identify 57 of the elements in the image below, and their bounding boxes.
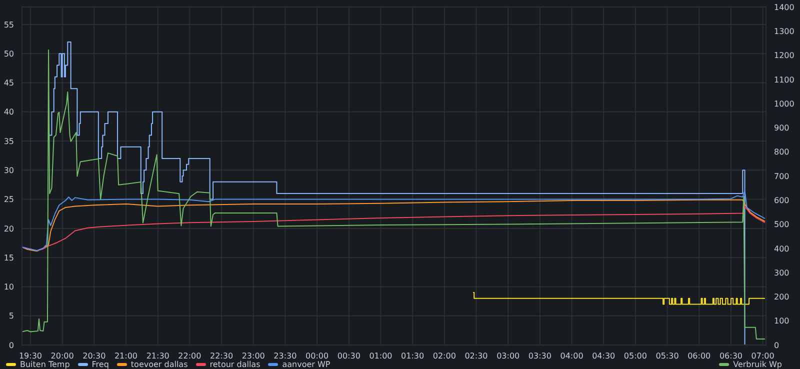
y-tick-label: 25	[4, 195, 14, 204]
y-tick-label: 30	[4, 166, 14, 176]
legend-label: Freq	[90, 360, 109, 369]
y2-tick-label: 600	[774, 196, 790, 205]
x-tick-label: 04:00	[560, 352, 584, 361]
legend-label: retour dallas	[208, 360, 260, 369]
y2-tick-label: 300	[774, 268, 790, 278]
x-tick-label: 23:30	[274, 352, 297, 361]
y-tick-label: 5	[8, 312, 14, 321]
x-tick-label: 07:00	[751, 352, 774, 361]
y2-tick-label: 200	[774, 292, 790, 302]
y-tick-label: 0	[8, 340, 14, 350]
x-tick-label: 21:00	[114, 352, 138, 361]
y2-tick-label: 400	[774, 244, 790, 254]
y2-tick-label: 1100	[774, 75, 794, 84]
y-tick-label: 20	[4, 224, 14, 234]
x-tick-label: 21:30	[146, 352, 170, 361]
y2-tick-label: 800	[774, 148, 790, 157]
x-tick-label: 02:00	[432, 352, 456, 361]
y2-tick-label: 0	[774, 340, 780, 350]
y2-tick-label: 1400	[774, 2, 794, 12]
x-tick-label: 22:00	[178, 352, 202, 361]
y2-tick-label: 1000	[774, 99, 794, 108]
y2-tick-label: 100	[774, 316, 790, 326]
legend-label: aanvoer WP	[281, 360, 330, 369]
y-tick-label: 55	[4, 20, 14, 30]
y-tick-label: 40	[4, 108, 14, 117]
x-tick-label: 06:30	[719, 352, 743, 361]
y2-tick-label: 500	[774, 220, 790, 230]
y-tick-label: 45	[4, 78, 14, 88]
x-tick-label: 23:00	[242, 352, 265, 361]
y2-tick-label: 1300	[774, 26, 794, 36]
x-tick-label: 20:30	[82, 352, 106, 361]
x-tick-label: 00:30	[337, 352, 360, 361]
legend-label: Verbruik Wp	[732, 360, 782, 369]
y2-tick-label: 700	[774, 172, 790, 181]
x-tick-label: 05:00	[624, 352, 647, 361]
x-tick-label: 20:00	[50, 352, 74, 361]
y-tick-label: 10	[4, 282, 14, 292]
x-tick-label: 06:00	[688, 352, 711, 361]
legend-label: toevoer dallas	[130, 360, 188, 369]
x-tick-label: 01:00	[369, 352, 392, 361]
x-tick-label: 03:00	[496, 352, 520, 361]
x-tick-label: 00:00	[306, 352, 329, 361]
x-tick-label: 05:30	[656, 352, 679, 361]
x-tick-label: 04:30	[592, 352, 616, 361]
y-tick-label: 35	[4, 136, 14, 146]
x-tick-label: 01:30	[401, 352, 424, 361]
legend-label: Buiten Temp	[19, 360, 70, 369]
y2-tick-label: 900	[774, 124, 790, 133]
y-tick-label: 50	[4, 49, 14, 58]
x-tick-label: 02:30	[464, 352, 488, 361]
y2-tick-label: 1200	[774, 51, 794, 60]
x-tick-label: 03:30	[528, 352, 552, 361]
x-tick-label: 22:30	[210, 352, 234, 361]
x-tick-label: 19:30	[18, 352, 42, 361]
y-tick-label: 15	[4, 253, 14, 262]
